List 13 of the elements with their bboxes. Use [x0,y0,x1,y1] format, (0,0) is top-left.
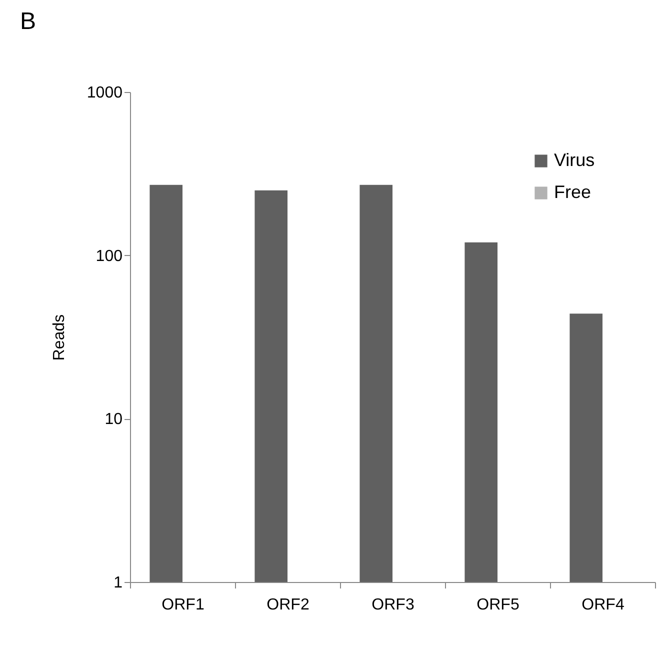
x-tick-label: ORF3 [372,596,414,614]
x-tick-label: ORF5 [476,596,520,614]
y-tick-label: 1000 [86,84,123,102]
legend-label: Virus [554,150,595,170]
chart-title: B [20,8,36,35]
y-tick-label: 1 [114,574,123,592]
x-tick-label: ORF1 [162,596,204,614]
y-tick-label: 10 [104,411,123,428]
y-axis-title: Reads [50,314,68,361]
x-tick-label: ORF2 [266,596,310,614]
legend-label: Free [554,182,592,202]
y-tick-label: 100 [96,248,123,265]
x-tick-label: ORF4 [582,596,624,614]
